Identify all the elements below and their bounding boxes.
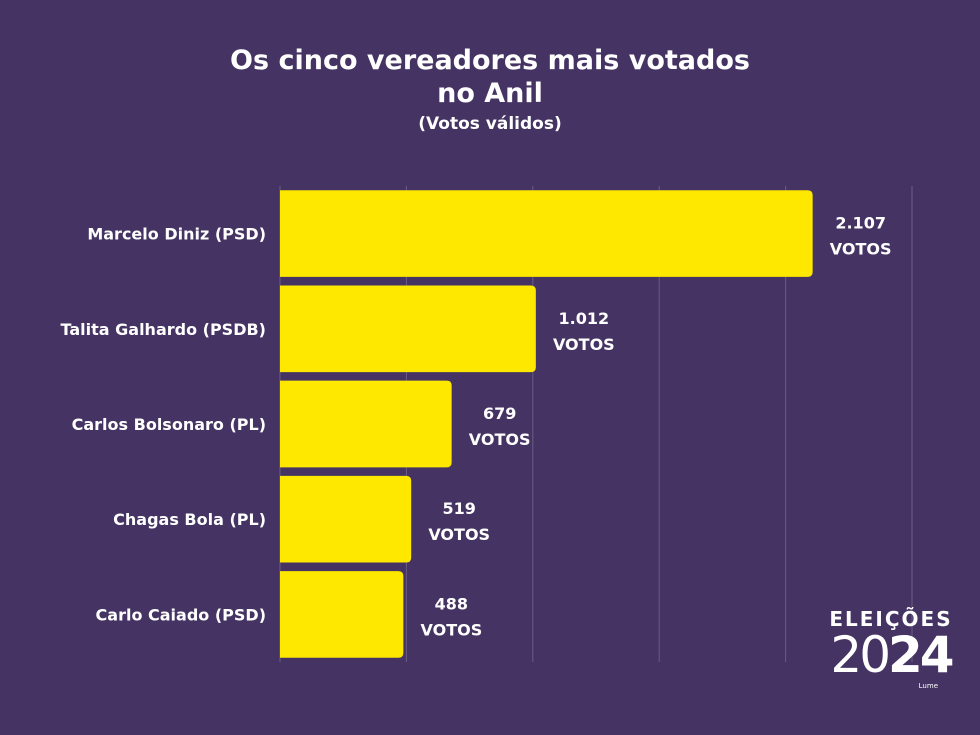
value-unit-label: VOTOS bbox=[428, 525, 490, 544]
bar bbox=[280, 380, 452, 468]
bar bbox=[280, 285, 536, 373]
chart-header: Os cinco vereadores mais votados no Anil… bbox=[0, 44, 980, 134]
value-label: 1.012 bbox=[559, 309, 610, 328]
category-label: Carlo Caiado (PSD) bbox=[96, 605, 266, 624]
value-label: 519 bbox=[443, 499, 476, 518]
bar bbox=[280, 571, 404, 658]
value-unit-label: VOTOS bbox=[553, 335, 615, 354]
logo-brand: Lume bbox=[918, 682, 938, 690]
logo-year-bold: 24 bbox=[888, 626, 955, 684]
value-unit-label: VOTOS bbox=[469, 430, 531, 449]
category-label: Chagas Bola (PL) bbox=[113, 510, 266, 529]
logo-title: ELEIÇÕES bbox=[829, 607, 953, 631]
bar bbox=[280, 475, 412, 563]
category-label: Marcelo Diniz (PSD) bbox=[87, 225, 266, 244]
chart-subtitle: (Votos válidos) bbox=[418, 114, 562, 134]
elections-2024-logo: ELEIÇÕES 2024 Lume bbox=[826, 608, 956, 690]
value-label: 679 bbox=[483, 404, 516, 423]
logo-year-thin: 20 bbox=[830, 626, 891, 684]
category-label: Carlos Bolsonaro (PL) bbox=[72, 415, 266, 434]
value-unit-label: VOTOS bbox=[830, 240, 892, 259]
value-label: 488 bbox=[435, 594, 468, 613]
value-label: 2.107 bbox=[835, 214, 886, 233]
value-unit-label: VOTOS bbox=[420, 620, 482, 639]
category-label: Talita Galhardo (PSDB) bbox=[61, 320, 267, 339]
bar bbox=[280, 190, 813, 277]
logo-year: 2024 bbox=[826, 630, 956, 680]
chart-title: Os cinco vereadores mais votados no Anil bbox=[230, 45, 750, 109]
